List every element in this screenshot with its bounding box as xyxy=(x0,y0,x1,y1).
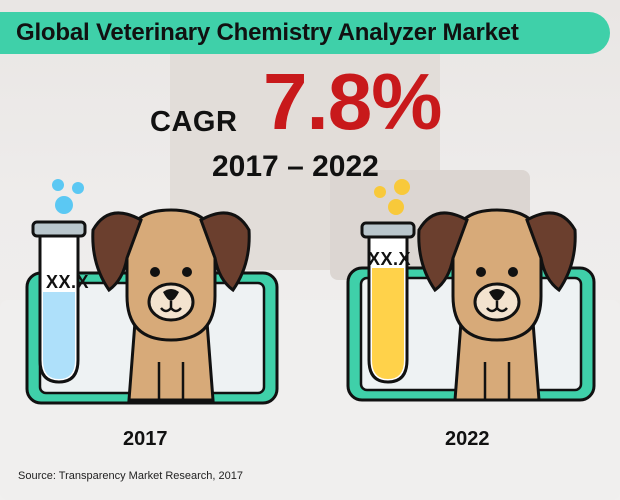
cagr-value: 7.8% xyxy=(263,57,442,146)
source-note: Source: Transparency Market Research, 20… xyxy=(18,470,244,482)
title-banner xyxy=(0,12,610,54)
tube-liquid-2017 xyxy=(43,292,75,379)
tube-value-2017: XX.X xyxy=(46,272,90,292)
bubbles-2022 xyxy=(374,179,410,215)
cagr-label: CAGR xyxy=(150,106,238,138)
bubbles-2017 xyxy=(52,179,84,214)
year-label-2022: 2022 xyxy=(445,428,490,450)
page-title: Global Veterinary Chemistry Analyzer Mar… xyxy=(16,19,519,46)
tube-value-2022: XX.X xyxy=(368,249,412,269)
forecast-period: 2017 – 2022 xyxy=(212,150,379,183)
year-label-2017: 2017 xyxy=(123,428,168,450)
tube-liquid-2022 xyxy=(372,268,404,379)
test-tube-2022 xyxy=(360,221,416,384)
test-tube-2017 xyxy=(31,220,87,384)
